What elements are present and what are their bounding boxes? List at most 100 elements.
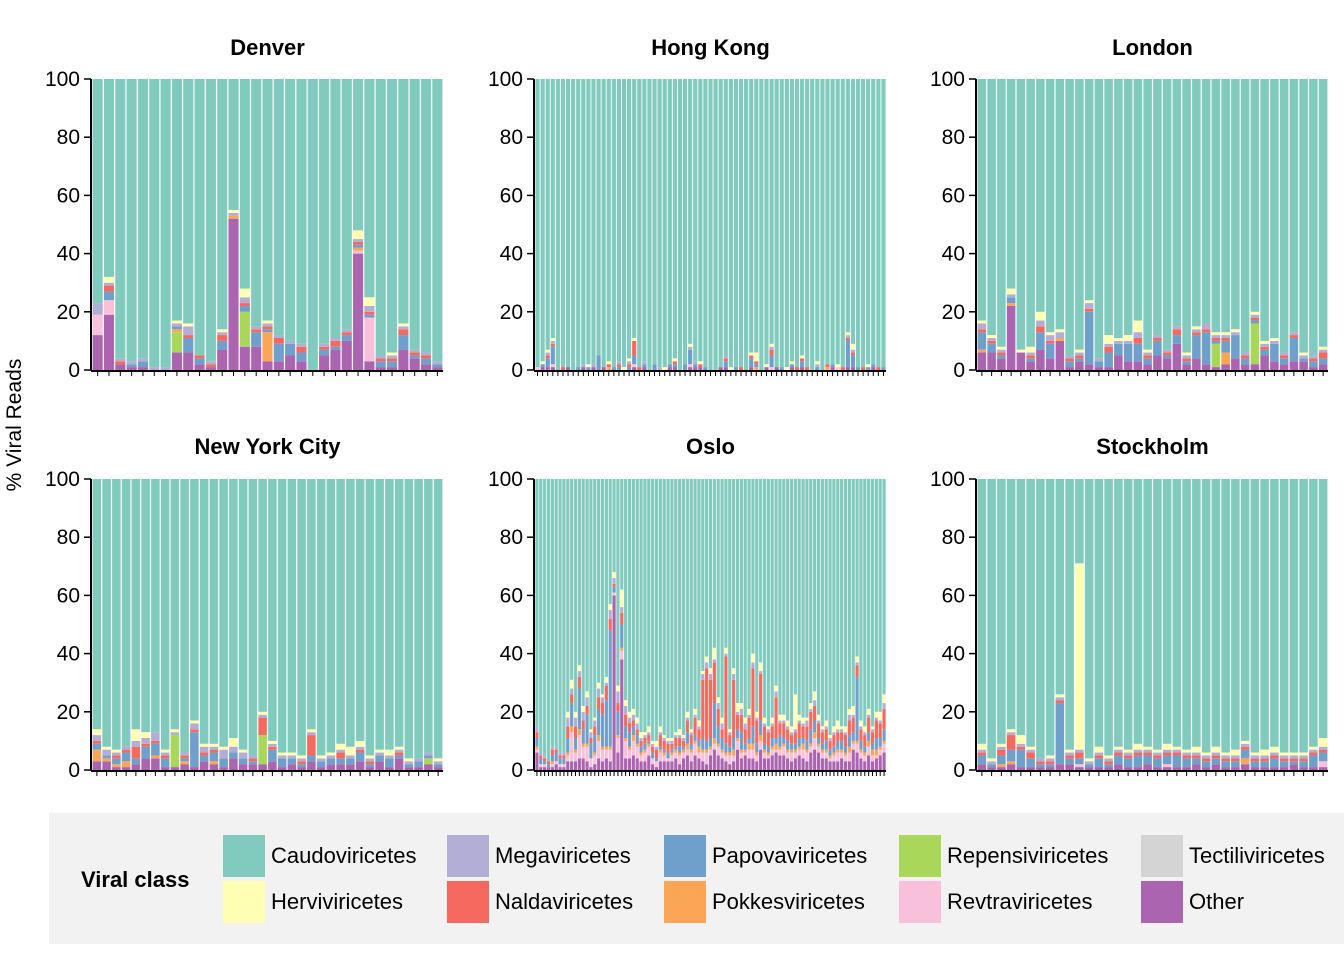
bar-segment-papovaviricetes <box>1279 358 1289 365</box>
bar-segment-megaviricetes <box>816 720 821 724</box>
bar-segment-herviviricetes <box>1260 340 1269 344</box>
bar-segment-megaviricetes <box>805 720 809 727</box>
bar-segment-papovaviricetes <box>1260 761 1269 768</box>
bar-segment-naldaviricetes <box>121 749 131 753</box>
bar-segment-naldaviricetes <box>743 729 747 744</box>
bar-segment-megaviricetes <box>1133 749 1143 753</box>
bar-segment-megaviricetes <box>997 746 1006 750</box>
bar-segment-caudoviricetes <box>1045 479 1055 756</box>
bar-segment-caudoviricetes <box>723 79 728 356</box>
bar-segment-caudoviricetes <box>121 479 131 747</box>
bar-segment-herviviricetes <box>766 726 770 730</box>
bar-segment-other <box>701 761 705 770</box>
bar-segment-papovaviricetes <box>631 726 635 736</box>
bar-segment-megaviricetes <box>1114 749 1123 753</box>
bar-segment-naldaviricetes <box>635 729 639 736</box>
bar-segment-pokkesviricetes <box>151 755 160 759</box>
bar-segment-herviviricetes <box>708 668 713 674</box>
bar-segment-caudoviricetes <box>1201 479 1211 753</box>
bar-segment-megaviricetes <box>1182 355 1191 359</box>
bar-segment-naldaviricetes <box>1309 752 1318 756</box>
bar-segment-caudoviricetes <box>238 479 248 750</box>
bar-segment-caudoviricetes <box>1065 79 1074 356</box>
bar-segment-naldaviricetes <box>786 729 790 741</box>
bar-segment-caudoviricetes <box>353 79 364 231</box>
bar-segment-other <box>616 752 620 770</box>
bar-segment-papovaviricetes <box>600 714 605 747</box>
bar-segment-caudoviricetes <box>693 79 698 362</box>
legend-label: Megaviricetes <box>495 843 631 868</box>
bar-segment-naldaviricetes <box>843 735 848 747</box>
bar-segment-megaviricetes <box>712 659 716 663</box>
y-axis-label: % Viral Reads <box>3 359 26 492</box>
bar-segment-herviviricetes <box>1153 749 1162 753</box>
bar-segment-megaviricetes <box>365 758 375 762</box>
y-tick-label: 20 <box>500 301 523 324</box>
bar-segment-papovaviricetes <box>433 764 443 768</box>
legend-label: Revtraviricetes <box>947 889 1093 914</box>
bar-segment-caudoviricetes <box>718 79 723 368</box>
bar-segment-other <box>228 218 239 370</box>
bar-segment-papovaviricetes <box>616 367 622 370</box>
bar-segment-papovaviricetes <box>131 758 141 765</box>
bar-segment-megaviricetes <box>1172 749 1182 753</box>
bar-segment-megaviricetes <box>801 723 805 727</box>
bar-segment-caudoviricetes <box>809 479 813 704</box>
bar-segment-megaviricetes <box>1104 343 1113 347</box>
bar-segment-pokkesviricetes <box>766 752 770 756</box>
bar-segment-caudoviricetes <box>1250 479 1260 753</box>
bar-segment-caudoviricetes <box>805 479 809 718</box>
bar-segment-herviviricetes <box>749 352 754 356</box>
bar-segment-caudoviricetes <box>735 479 740 704</box>
bar-segment-pokkesviricetes <box>685 743 689 750</box>
bar-segment-megaviricetes <box>1211 752 1221 756</box>
y-tick-label: 100 <box>488 68 523 91</box>
bar-segment-other <box>1084 767 1094 770</box>
bar-segment-caudoviricetes <box>769 79 774 344</box>
y-tick-label: 0 <box>953 359 965 382</box>
bar-segment-other <box>131 764 141 770</box>
legend-label: Caudoviricetes <box>271 843 417 868</box>
bar-segment-herviviricetes <box>1006 288 1016 295</box>
bar-segment-papovaviricetes <box>394 755 404 759</box>
bar-segment-naldaviricetes <box>535 732 539 738</box>
bar-segment-naldaviricetes <box>1192 332 1201 336</box>
bar-segment-revtraviricetes <box>743 752 747 756</box>
bar-segment-megaviricetes <box>251 326 262 330</box>
bar-segment-other <box>1289 361 1299 370</box>
bar-segment-pokkesviricetes <box>209 761 219 765</box>
bar-segment-papovaviricetes <box>1084 764 1094 768</box>
bar-segment-other <box>1309 367 1318 370</box>
bar-segment-papovaviricetes <box>336 758 345 765</box>
legend-item-naldaviricetes: Naldaviricetes <box>447 881 633 923</box>
bar-segment-papovaviricetes <box>828 749 832 756</box>
bar-segment-caudoviricetes <box>611 79 616 368</box>
bar-segment-caudoviricetes <box>733 79 739 368</box>
bar-segment-pokkesviricetes <box>627 746 632 750</box>
bar-segment-pokkesviricetes <box>639 752 643 756</box>
bar-segment-herviviricetes <box>1211 332 1221 336</box>
bar-segment-caudoviricetes <box>1221 79 1230 333</box>
bar-segment-other <box>859 758 863 770</box>
bar-segment-pokkesviricetes <box>573 749 578 753</box>
bar-segment-herviviricetes <box>778 714 782 721</box>
bar-segment-megaviricetes <box>769 346 774 350</box>
bar-segment-megaviricetes <box>859 726 863 730</box>
bar-segment-other <box>597 758 601 770</box>
bar-segment-herviviricetes <box>977 743 987 750</box>
bar-segment-herviviricetes <box>658 726 662 733</box>
bar-segment-megaviricetes <box>1084 761 1094 765</box>
bar-segment-megaviricetes <box>593 720 597 727</box>
bar-segment-herviviricetes <box>1211 746 1221 753</box>
bar-segment-other <box>1192 764 1201 770</box>
bar-segment-caudoviricetes <box>635 479 639 718</box>
bar-segment-caudoviricetes <box>866 79 871 365</box>
bar-segment-revtraviricetes <box>805 752 809 762</box>
bar-segment-naldaviricetes <box>394 752 404 756</box>
bar-segment-caudoviricetes <box>112 479 121 750</box>
bar-segment-naldaviricetes <box>1201 758 1211 762</box>
bar-segment-naldaviricetes <box>1153 755 1162 759</box>
bar-segment-papovaviricetes <box>1318 358 1328 365</box>
bar-segment-naldaviricetes <box>1182 755 1191 759</box>
